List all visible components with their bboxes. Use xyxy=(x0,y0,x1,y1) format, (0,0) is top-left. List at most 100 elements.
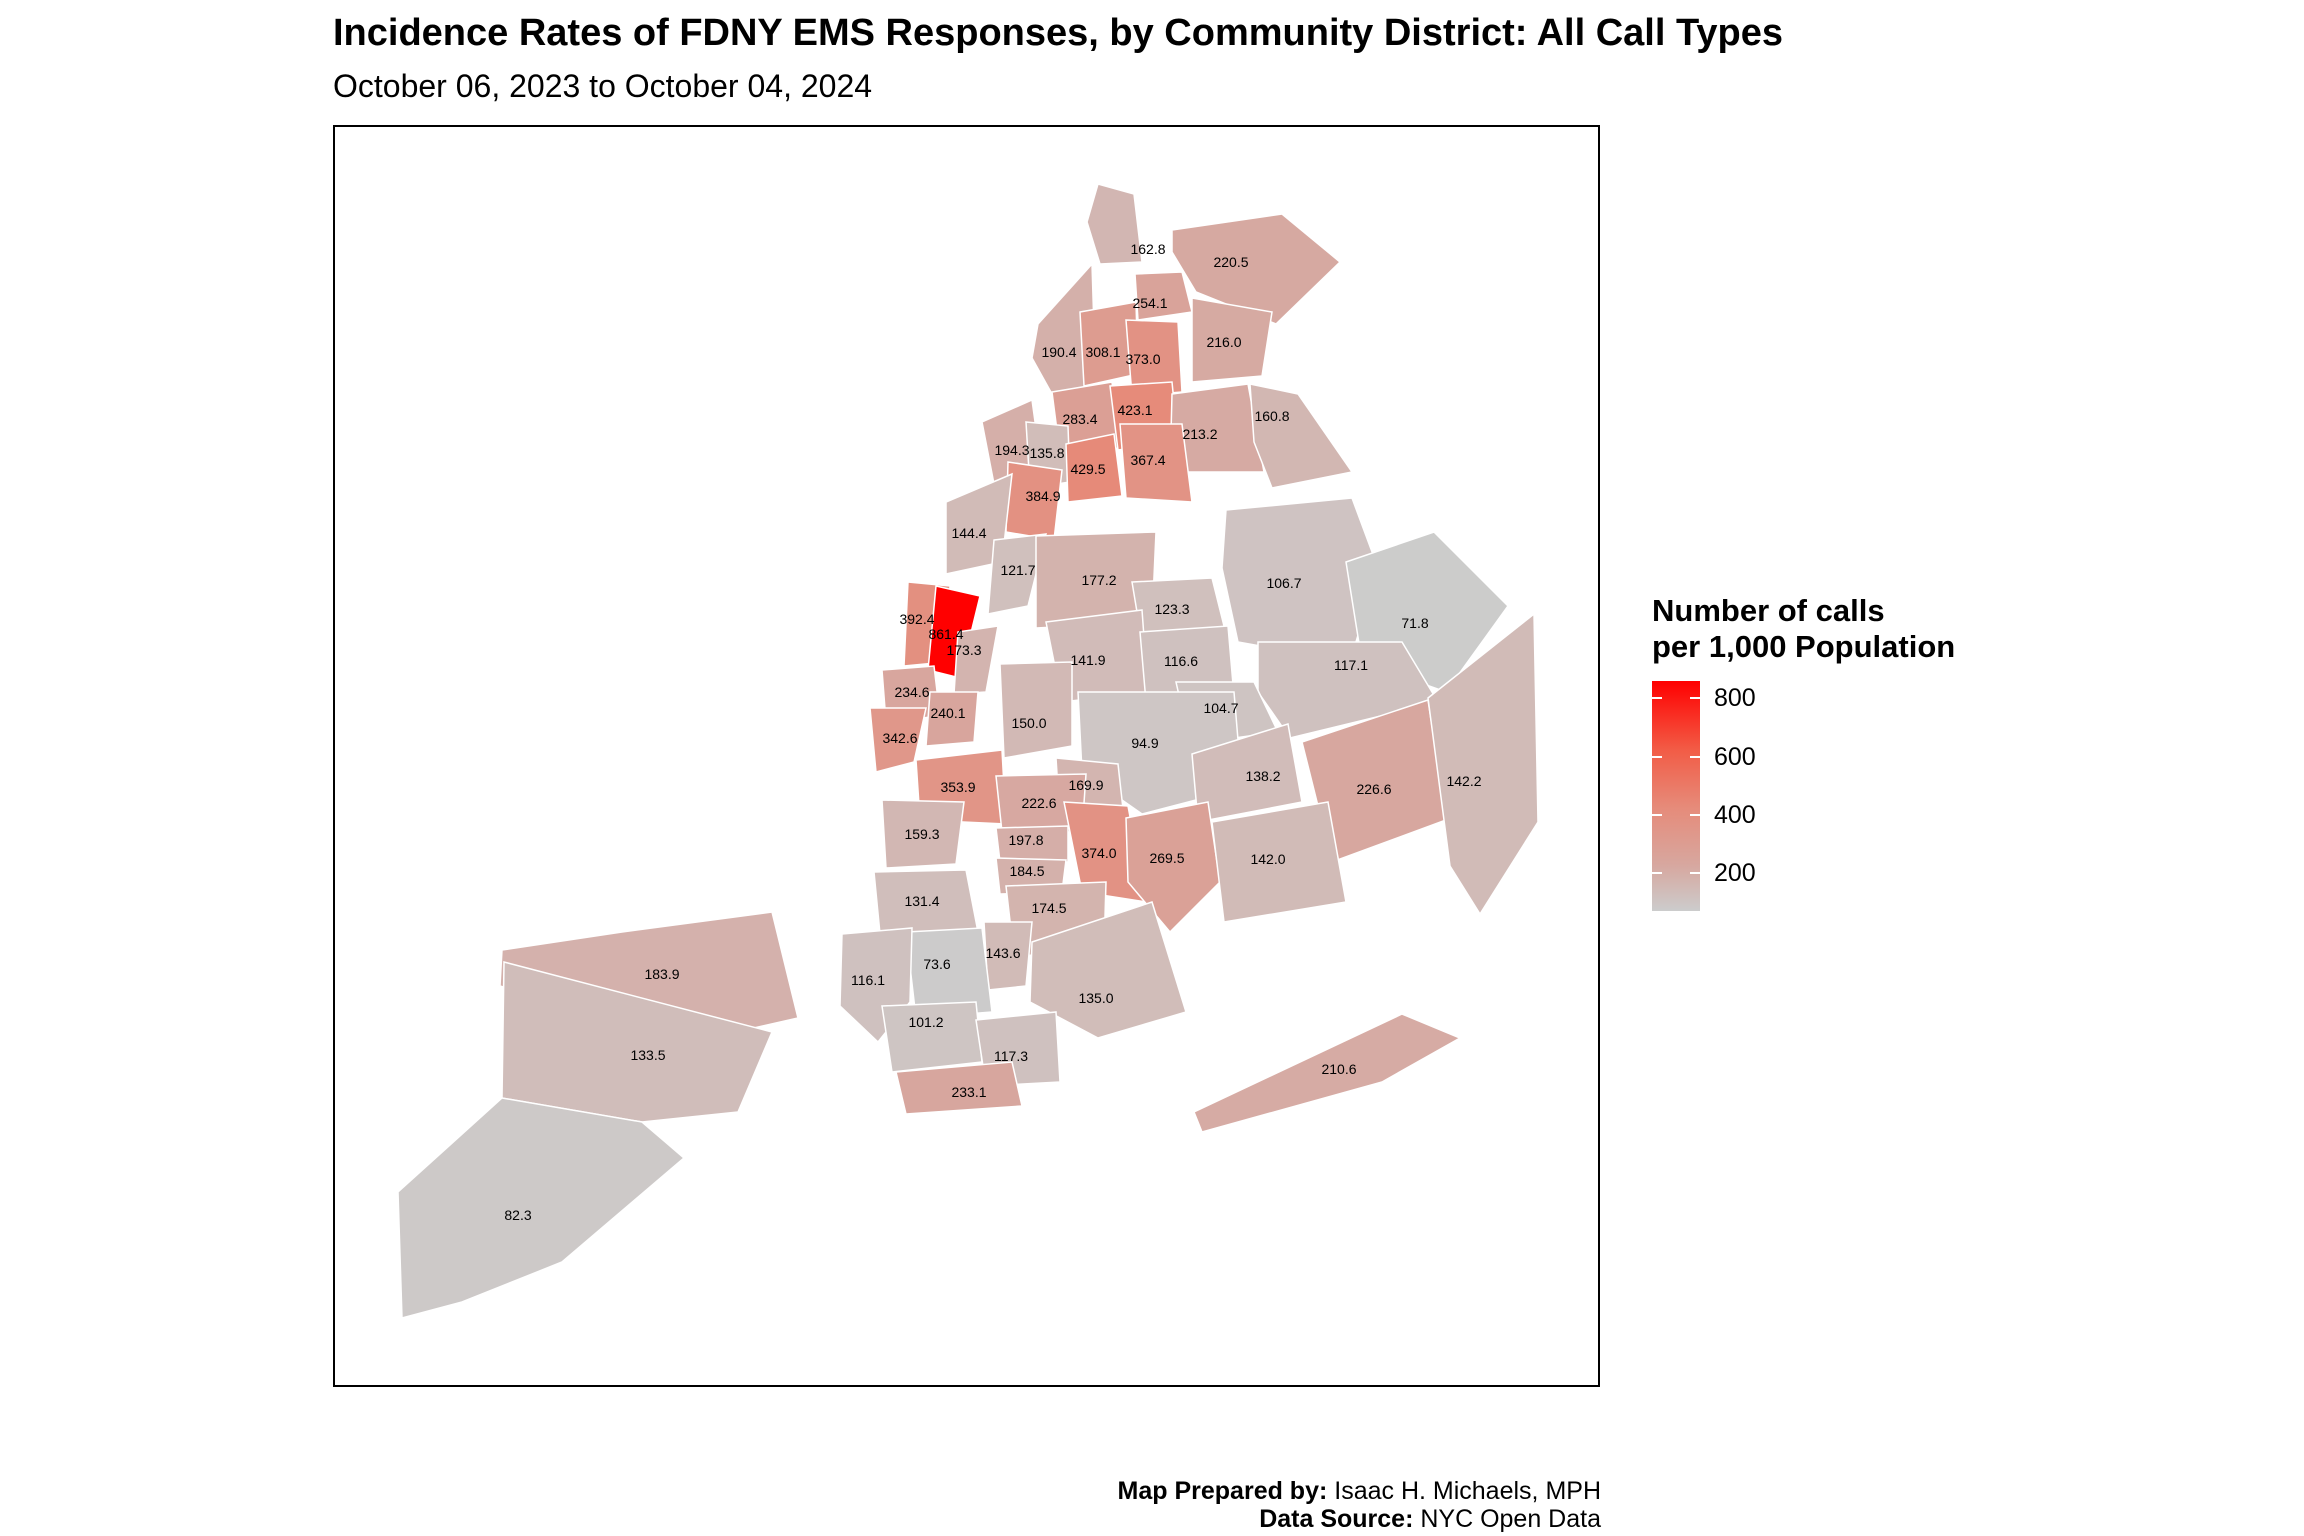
district-label-49: 143.6 xyxy=(985,945,1020,961)
district-area-0 xyxy=(1086,183,1143,265)
district-label-43: 269.5 xyxy=(1149,850,1184,866)
district-area-10 xyxy=(1249,383,1354,489)
map-title: Incidence Rates of FDNY EMS Responses, b… xyxy=(333,12,1783,54)
legend-tick-right-0 xyxy=(1690,872,1700,875)
district-label-55: 117.3 xyxy=(994,1048,1028,1064)
district-label-10: 160.8 xyxy=(1254,408,1289,424)
district-label-19: 106.7 xyxy=(1266,575,1301,591)
legend-title-line2: per 1,000 Population xyxy=(1652,629,1956,664)
district-label-34: 353.9 xyxy=(940,779,975,795)
district-label-53: 133.5 xyxy=(630,1047,665,1063)
district-label-36: 138.2 xyxy=(1245,768,1280,784)
district-label-22: 392.4 xyxy=(899,611,934,627)
color-legend: Number of calls per 1,000 Population 200… xyxy=(1652,593,2072,911)
district-label-29: 240.1 xyxy=(930,705,965,721)
district-label-35: 169.9 xyxy=(1068,777,1103,793)
district-area-36 xyxy=(1191,723,1303,823)
district-label-20: 123.3 xyxy=(1154,601,1189,617)
district-area-57 xyxy=(895,1061,1023,1115)
district-area-29 xyxy=(925,691,979,747)
district-label-26: 116.6 xyxy=(1164,653,1198,669)
caption-prepared-label: Map Prepared by: xyxy=(1117,1477,1328,1505)
district-label-4: 308.1 xyxy=(1085,344,1120,360)
district-label-11: 194.3 xyxy=(994,442,1029,458)
district-area-6 xyxy=(1191,297,1273,383)
district-label-44: 142.0 xyxy=(1250,851,1285,867)
district-label-28: 234.6 xyxy=(894,684,929,700)
district-label-1: 220.5 xyxy=(1213,254,1248,270)
district-label-45: 184.5 xyxy=(1009,863,1044,879)
caption-prepared-by: Map Prepared by: Isaac H. Michaels, MPH xyxy=(1118,1477,1601,1506)
district-label-9: 213.2 xyxy=(1182,426,1217,442)
district-area-1 xyxy=(1171,213,1342,325)
district-label-51: 116.1 xyxy=(851,972,885,988)
district-area-32 xyxy=(869,707,927,773)
district-label-13: 429.5 xyxy=(1070,461,1105,477)
district-area-50 xyxy=(905,927,993,1019)
district-label-23: 861.4 xyxy=(928,626,963,642)
district-area-41 xyxy=(995,825,1069,863)
district-shapes xyxy=(397,183,1539,1319)
district-label-6: 216.0 xyxy=(1206,334,1241,350)
district-label-16: 144.4 xyxy=(951,525,986,541)
district-area-48 xyxy=(499,911,799,1043)
district-label-47: 174.5 xyxy=(1031,900,1066,916)
district-label-25: 141.9 xyxy=(1070,652,1105,668)
district-label-8: 423.1 xyxy=(1117,402,1152,418)
district-area-56 xyxy=(1193,1013,1462,1133)
legend-tick-label-2: 600 xyxy=(1714,742,1756,771)
district-label-52: 135.0 xyxy=(1078,990,1113,1006)
caption-data-source: Data Source: NYC Open Data xyxy=(1259,1505,1601,1534)
district-label-46: 131.4 xyxy=(904,893,939,909)
district-label-12: 135.8 xyxy=(1029,445,1064,461)
district-label-33: 94.9 xyxy=(1131,735,1158,751)
district-label-0: 162.8 xyxy=(1130,241,1165,257)
district-area-52 xyxy=(1029,901,1187,1039)
district-label-48: 183.9 xyxy=(644,966,679,982)
district-area-27 xyxy=(1257,641,1440,739)
map-subtitle: October 06, 2023 to October 04, 2024 xyxy=(333,68,873,104)
district-label-15: 384.9 xyxy=(1025,488,1060,504)
district-label-50: 73.6 xyxy=(923,956,950,972)
district-label-5: 373.0 xyxy=(1125,351,1160,367)
district-label-2: 254.1 xyxy=(1132,295,1167,311)
district-area-13 xyxy=(1065,433,1123,503)
district-label-40: 159.3 xyxy=(904,826,939,842)
district-label-18: 177.2 xyxy=(1081,572,1116,588)
district-label-17: 121.7 xyxy=(1000,562,1035,578)
district-label-32: 342.6 xyxy=(882,730,917,746)
district-label-21: 71.8 xyxy=(1401,615,1428,631)
legend-tick-right-1 xyxy=(1690,813,1700,816)
legend-colorbar xyxy=(1652,681,1700,911)
legend-tick-left-0 xyxy=(1652,872,1662,875)
district-area-24 xyxy=(953,625,999,695)
district-area-30 xyxy=(999,661,1073,759)
district-label-57: 233.1 xyxy=(951,1084,986,1100)
district-labels: 162.8 220.5 254.1 190.4 308.1 373.0 216.0 283.4… xyxy=(504,241,1481,1223)
legend-tick-right-2 xyxy=(1690,755,1700,758)
legend-tick-left-3 xyxy=(1652,697,1662,700)
district-area-53 xyxy=(501,961,774,1123)
district-area-38 xyxy=(1427,612,1539,916)
legend-title-line1: Number of calls xyxy=(1652,593,1885,628)
district-label-42: 374.0 xyxy=(1081,845,1116,861)
district-area-44 xyxy=(1211,801,1347,923)
district-area-43 xyxy=(1125,801,1221,934)
map-panel: 162.8 220.5 254.1 190.4 308.1 373.0 216.0 283.4… xyxy=(333,125,1600,1387)
legend-tick-right-3 xyxy=(1690,697,1700,700)
district-label-54: 101.2 xyxy=(908,1014,943,1030)
legend-tick-label-0: 200 xyxy=(1714,859,1756,888)
district-label-41: 197.8 xyxy=(1008,832,1043,848)
district-label-27: 117.1 xyxy=(1334,657,1368,673)
legend-tick-label-3: 800 xyxy=(1714,684,1756,713)
legend-tick-label-1: 400 xyxy=(1714,800,1756,829)
district-area-40 xyxy=(881,799,965,869)
district-label-56: 210.6 xyxy=(1321,1061,1356,1077)
choropleth-map: 162.8 220.5 254.1 190.4 308.1 373.0 216.0 283.4… xyxy=(397,183,1539,1319)
district-label-3: 190.4 xyxy=(1041,344,1076,360)
legend-tick-left-1 xyxy=(1652,813,1662,816)
district-area-58 xyxy=(397,1097,686,1319)
caption-prepared-value: Isaac H. Michaels, MPH xyxy=(1327,1477,1601,1505)
caption-source-value: NYC Open Data xyxy=(1413,1505,1601,1533)
district-label-31: 104.7 xyxy=(1203,700,1238,716)
